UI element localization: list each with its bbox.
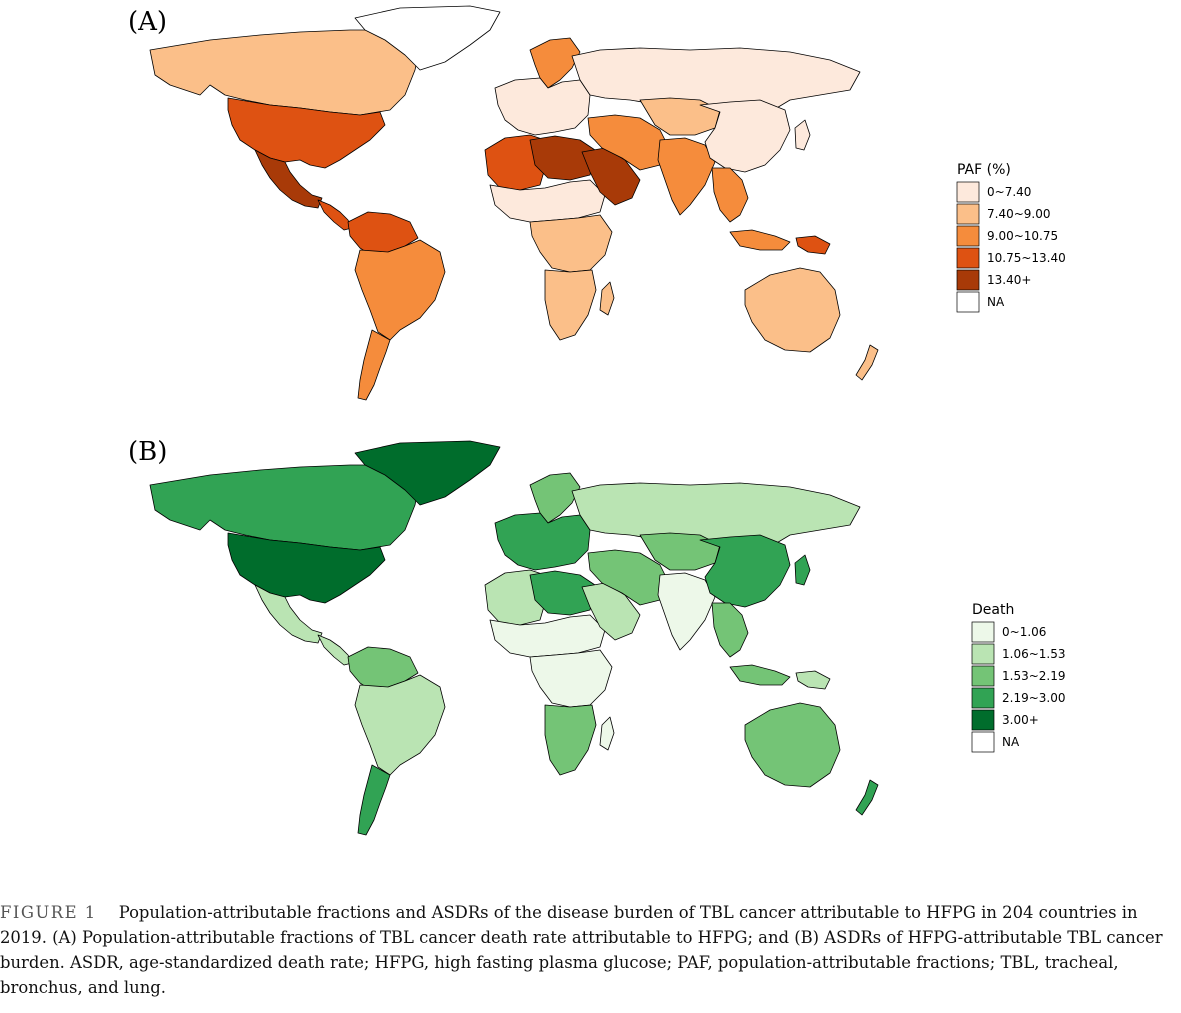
caption-text: Population-attributable fractions and AS… bbox=[0, 903, 1163, 997]
japan-region bbox=[794, 119, 811, 151]
usa-region bbox=[227, 532, 386, 604]
japan-region bbox=[794, 554, 811, 586]
panel-a-map: (A) PAF (%) 0~7.40 7.40~9.00 9.00~10.75 10.… bbox=[128, 5, 1066, 401]
legend-swatch bbox=[956, 181, 980, 203]
southern-africa-region bbox=[544, 269, 597, 341]
new-zealand-region bbox=[855, 344, 879, 381]
legend-swatch bbox=[956, 203, 980, 225]
indonesia-region bbox=[729, 229, 791, 251]
legend-swatch bbox=[971, 731, 995, 753]
north-africa-region bbox=[484, 569, 546, 626]
southern-africa-region bbox=[544, 704, 597, 776]
central-africa-region bbox=[529, 649, 613, 708]
panel-b-label: (B) bbox=[128, 437, 167, 467]
indonesia-region bbox=[729, 664, 791, 686]
australia-region bbox=[744, 267, 841, 353]
central-america-region bbox=[317, 199, 353, 231]
legend-label: 2.19~3.00 bbox=[1002, 691, 1066, 705]
legend-label: 10.75~13.40 bbox=[987, 251, 1066, 265]
north-america-region bbox=[149, 29, 421, 116]
papua-region bbox=[795, 670, 831, 690]
southeast-asia-region bbox=[711, 167, 749, 223]
greenland-region bbox=[354, 440, 501, 506]
sahel-region bbox=[489, 614, 606, 658]
scandinavia-region bbox=[529, 37, 581, 89]
south-asia-region bbox=[657, 572, 716, 651]
libya-egypt-region bbox=[529, 135, 596, 181]
patagonia-region bbox=[357, 329, 391, 401]
legend-swatch bbox=[971, 709, 995, 731]
southeast-asia-region bbox=[711, 602, 749, 658]
figure-label: FIGURE 1 bbox=[0, 903, 97, 922]
legend-swatch bbox=[956, 225, 980, 247]
panel-b-legend-title: Death bbox=[972, 602, 1014, 618]
south-america-region bbox=[354, 239, 446, 341]
north-africa-region bbox=[484, 134, 546, 191]
central-america-region bbox=[317, 634, 353, 666]
figure-caption: FIGURE 1 Population-attributable fraction… bbox=[0, 900, 1176, 1000]
china-region bbox=[699, 534, 791, 608]
legend-label: 7.40~9.00 bbox=[987, 207, 1051, 221]
scandinavia-region bbox=[529, 472, 581, 524]
europe-region bbox=[494, 77, 591, 136]
figure: (A) PAF (%) 0~7.40 7.40~9.00 9.00~10.75 10.… bbox=[128, 5, 1066, 836]
madagascar-region bbox=[599, 281, 615, 316]
legend-label: NA bbox=[1002, 735, 1020, 749]
legend-label: 1.06~1.53 bbox=[1002, 647, 1066, 661]
panel-a-label: (A) bbox=[128, 7, 167, 37]
new-zealand-region bbox=[855, 779, 879, 816]
sahel-region bbox=[489, 179, 606, 223]
madagascar-region bbox=[599, 716, 615, 751]
usa-region bbox=[227, 97, 386, 169]
legend-label: 0~7.40 bbox=[987, 185, 1031, 199]
north-america-region bbox=[149, 464, 421, 551]
legend-label: 1.53~2.19 bbox=[1002, 669, 1066, 683]
south-america-region bbox=[354, 674, 446, 776]
europe-region bbox=[494, 512, 591, 571]
legend-label: 3.00+ bbox=[1002, 713, 1039, 727]
panel-b-world-map bbox=[149, 440, 879, 836]
libya-egypt-region bbox=[529, 570, 596, 616]
legend-swatch bbox=[971, 621, 995, 643]
greenland-region bbox=[354, 5, 501, 71]
central-africa-region bbox=[529, 214, 613, 273]
legend-swatch bbox=[956, 247, 980, 269]
legend-label: 13.40+ bbox=[987, 273, 1031, 287]
australia-region bbox=[744, 702, 841, 788]
legend-label: 9.00~10.75 bbox=[987, 229, 1058, 243]
legend-swatch bbox=[956, 291, 980, 313]
legend-label: NA bbox=[987, 295, 1005, 309]
papua-region bbox=[795, 235, 831, 255]
legend-swatch bbox=[971, 643, 995, 665]
legend-swatch bbox=[971, 665, 995, 687]
panel-b-map: (B) Death 0~1.06 1.06~1.53 1.53~2.19 2.19~3… bbox=[128, 437, 1066, 836]
panel-a-legend-title: PAF (%) bbox=[957, 162, 1011, 178]
panel-b-legend: Death 0~1.06 1.06~1.53 1.53~2.19 2.19~3.00 3… bbox=[971, 602, 1066, 753]
panel-a-world-map bbox=[149, 5, 879, 401]
patagonia-region bbox=[357, 764, 391, 836]
china-region bbox=[699, 99, 791, 173]
legend-label: 0~1.06 bbox=[1002, 625, 1046, 639]
legend-swatch bbox=[956, 269, 980, 291]
south-asia-region bbox=[657, 137, 716, 216]
panel-a-legend: PAF (%) 0~7.40 7.40~9.00 9.00~10.75 10.75~1… bbox=[956, 162, 1066, 313]
legend-swatch bbox=[971, 687, 995, 709]
